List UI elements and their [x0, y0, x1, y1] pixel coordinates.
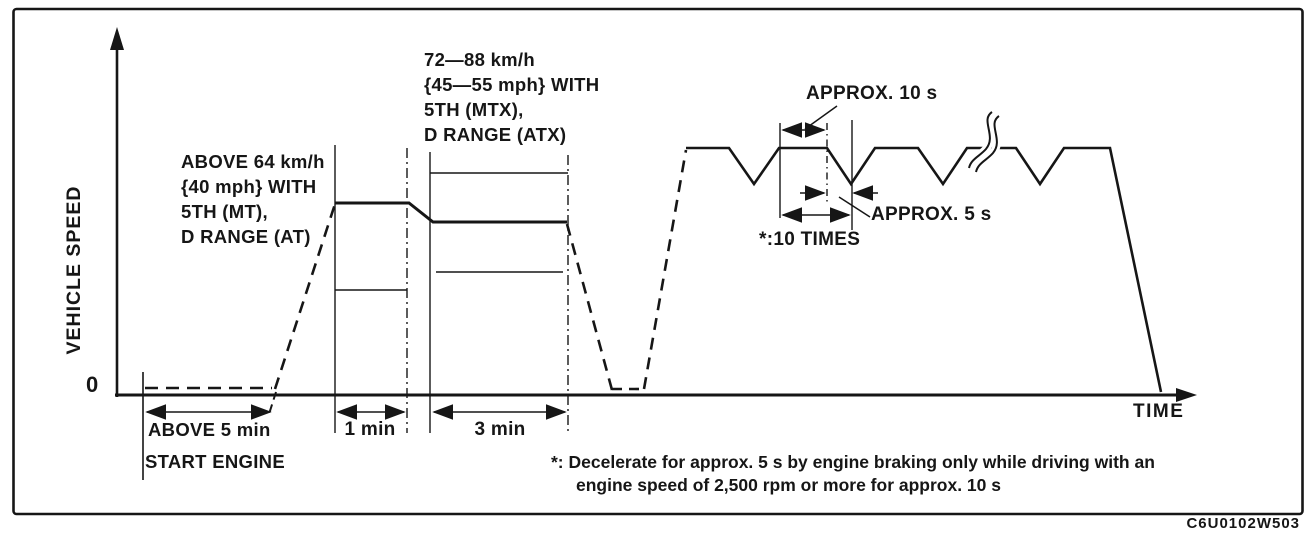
footnote-line-2: engine speed of 2,500 rpm or more for ap…: [576, 475, 1001, 495]
leader-lines: [804, 105, 871, 218]
idle-duration-label: ABOVE 5 min: [148, 419, 271, 440]
repeat-10-times-label: *:10 TIMES: [759, 229, 861, 250]
band1-reference-lines: [334, 145, 408, 433]
y-axis-arrow-icon: [110, 27, 124, 50]
segment-1min-label: 1 min: [344, 419, 396, 440]
x-axis-arrow-icon: [1176, 388, 1197, 402]
figure-border: [12, 7, 1304, 516]
speed-band-1-label: ABOVE 64 km/h {40 mph} WITH 5TH (MT), D …: [181, 151, 325, 247]
speed-band-2-label: 72—88 km/h {45—55 mph} WITH 5TH (MTX), D…: [424, 49, 600, 145]
figure-code: C6U0102W503: [1186, 515, 1300, 532]
start-engine-label: START ENGINE: [145, 451, 285, 472]
y-axis-label: VEHICLE SPEED: [63, 185, 85, 355]
y-axis: [110, 27, 124, 397]
footnote-line-1: *: Decelerate for approx. 5 s by engine …: [551, 452, 1155, 472]
approx-10s-label: APPROX. 10 s: [806, 83, 938, 104]
footnote: *: Decelerate for approx. 5 s by engine …: [551, 451, 1155, 497]
segment-3min-label: 3 min: [474, 419, 526, 440]
x-axis: [115, 388, 1197, 402]
break-symbol-icon: [965, 108, 1002, 174]
x-axis-label: TIME: [1133, 401, 1185, 422]
dimension-arrows: [142, 122, 878, 480]
approx-5s-label: APPROX. 5 s: [871, 204, 992, 225]
cycle-reference-lines: [779, 120, 853, 230]
origin-tick-label: 0: [86, 372, 99, 397]
speed-trace-cruise: [335, 201, 567, 224]
band2-reference-lines: [429, 152, 569, 433]
speed-trace-cycles: [686, 146, 1163, 393]
